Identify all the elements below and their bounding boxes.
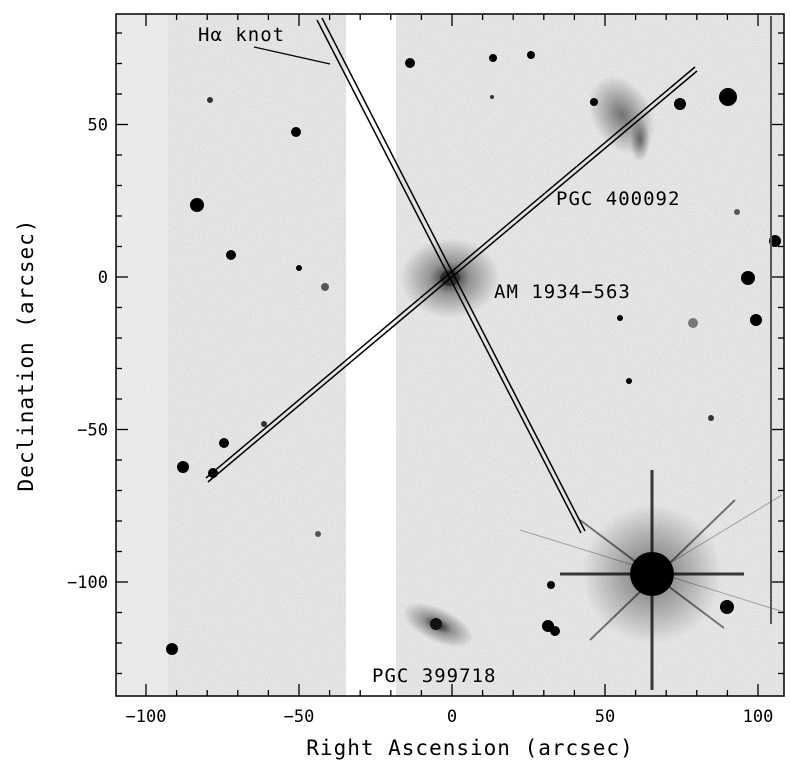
label-am-1934: AM 1934−563	[494, 281, 631, 303]
axis-ticks	[116, 14, 784, 696]
slit-diagonal-ne	[205, 66, 698, 483]
pgc400092-galaxy-tail	[630, 118, 650, 162]
x-tick-label: −100	[126, 707, 167, 727]
left-edge-region	[116, 14, 168, 696]
y-tick-label: 0	[98, 268, 108, 288]
bright-star	[519, 470, 785, 690]
annotations: Hα knot PGC 400092 AM 1934−563 PGC 39971…	[198, 24, 680, 687]
slit-diagonal-nw	[316, 17, 586, 534]
label-pgc-399718: PGC 399718	[372, 665, 496, 687]
y-tick-label: 50	[88, 116, 108, 136]
x-tick-label: 100	[743, 707, 774, 727]
pgc399718-core	[430, 618, 442, 630]
y-tick-label: −50	[77, 421, 108, 441]
x-tick-label: 0	[447, 707, 457, 727]
chip-gap-strip	[346, 14, 396, 696]
y-tick-label: −100	[67, 573, 108, 593]
axis-tick-labels: −100 −50 0 50 100 50 0 −50 −100	[67, 116, 773, 728]
y-axis-title: Declination (arcsec)	[14, 219, 38, 492]
x-axis-title: Right Ascension (arcsec)	[306, 736, 633, 760]
image-field	[116, 14, 784, 696]
halpha-knot-pointer	[253, 46, 331, 65]
point-stars	[166, 51, 781, 655]
x-tick-label: −50	[284, 707, 315, 727]
plot-frame	[115, 13, 785, 697]
label-halpha-knot: Hα knot	[198, 24, 285, 46]
label-pgc-400092: PGC 400092	[556, 188, 680, 210]
x-tick-label: 50	[595, 707, 615, 727]
slits	[205, 16, 772, 624]
